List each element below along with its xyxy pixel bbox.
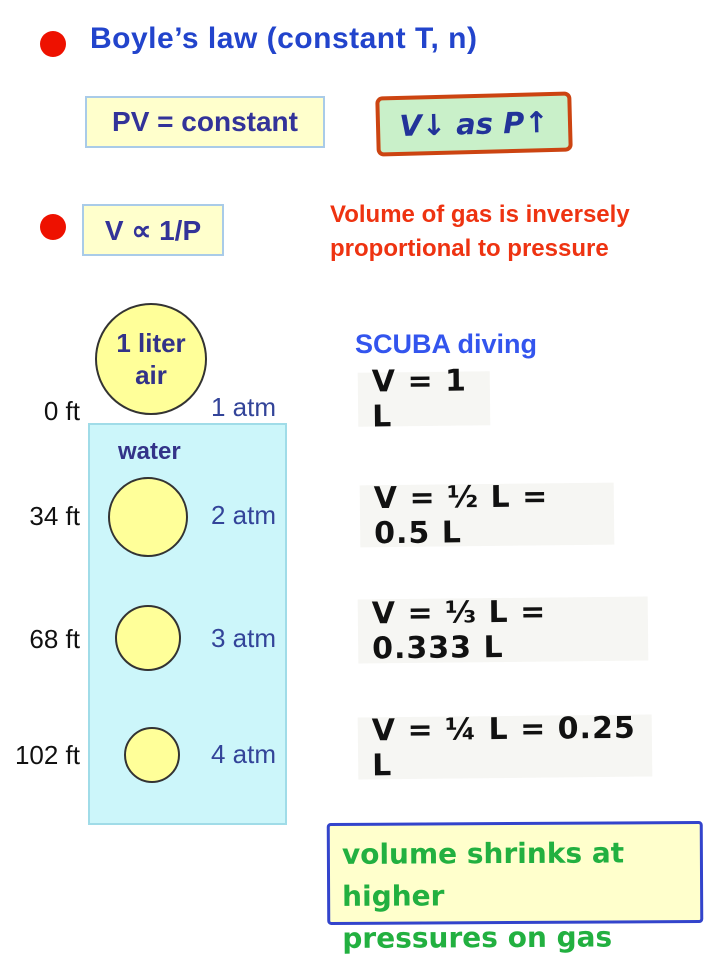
bullet-icon (40, 214, 66, 240)
page-title: Boyle’s law (constant T, n) (90, 22, 478, 55)
air-bubble-line1: 1 liter (116, 328, 186, 358)
depth-label: 68 ft (29, 624, 80, 654)
water-label: water (118, 438, 181, 465)
bullet-icon (40, 31, 66, 57)
note-line2: pressures on gas (342, 920, 613, 955)
note-box: volume shrinks at higher pressures on ga… (326, 821, 704, 955)
annotation-text: V↓ as P↑ (398, 105, 550, 143)
equation: V = 1 L (357, 364, 491, 435)
equation: V = ½ L = 0.5 L (359, 479, 615, 551)
description-text: Volume of gas is inversely proportional … (330, 198, 680, 266)
air-bubble-34ft (108, 477, 188, 557)
description-line2: proportional to pressure (330, 235, 609, 262)
formula-box: PV = constant (85, 96, 325, 148)
air-bubble-line2: air (135, 360, 167, 390)
pressure-label: 3 atm (211, 623, 277, 653)
air-bubble-68ft (115, 605, 181, 671)
air-bubble-surface: 1 liter air (95, 303, 207, 415)
equation: V = ¼ L = 0.25 L (357, 711, 653, 783)
formula-text: PV = constant (112, 106, 298, 137)
depth-label: 102 ft (14, 740, 80, 770)
proportion-text: V ∝ 1/P (104, 214, 202, 246)
pressure-label: 2 atm (211, 500, 277, 530)
pressure-label: 1 atm (211, 392, 277, 422)
note-line1: volume shrinks at higher (341, 836, 625, 913)
scuba-heading: SCUBA diving (355, 329, 537, 359)
annotation-box: V↓ as P↑ (375, 91, 573, 157)
proportion-box: V ∝ 1/P (82, 204, 224, 256)
depth-label: 0 ft (43, 396, 80, 426)
depth-label: 34 ft (29, 501, 80, 531)
air-bubble-102ft (124, 727, 180, 783)
description-line1: Volume of gas is inversely (330, 201, 630, 228)
equation: V = ⅓ L = 0.333 L (357, 595, 649, 666)
pressure-label: 4 atm (211, 739, 277, 769)
